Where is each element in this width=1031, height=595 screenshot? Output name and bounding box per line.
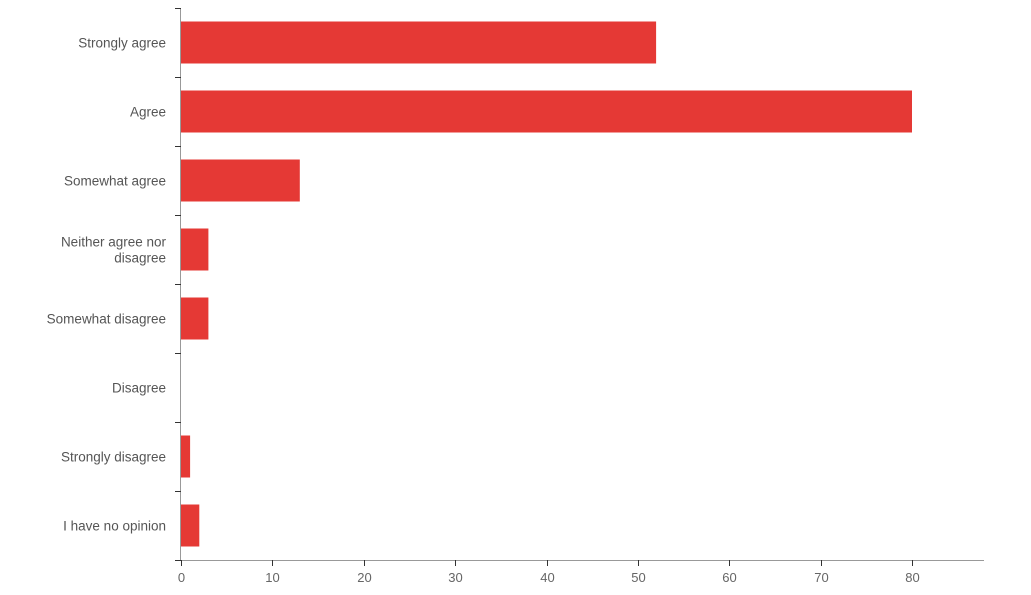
- bar-3: [181, 228, 209, 271]
- x-tick-label: 60: [722, 570, 736, 585]
- bar-7: [181, 504, 200, 547]
- category-label: Agree: [130, 105, 166, 120]
- x-tick-label: 40: [540, 570, 554, 585]
- x-tick-label: 50: [631, 570, 645, 585]
- x-tick-label: 80: [905, 570, 919, 585]
- bar-4: [181, 297, 209, 340]
- x-tick-label: 10: [265, 570, 279, 585]
- category-label: Strongly agree: [78, 36, 166, 51]
- bar-6: [181, 435, 191, 478]
- x-tick-label: 30: [448, 570, 462, 585]
- x-tick-label: 20: [357, 570, 371, 585]
- category-label: Strongly disagree: [61, 450, 166, 465]
- bar-1: [181, 90, 912, 133]
- x-tick-label: 70: [814, 570, 828, 585]
- x-tick-label: 0: [178, 570, 185, 585]
- category-label: Somewhat disagree: [47, 312, 166, 327]
- category-label: Neither agree nor disagree: [61, 235, 167, 266]
- bar-2: [181, 159, 300, 202]
- bars-layer: [181, 21, 912, 547]
- labels-layer: 0 10 20 30 40 50 60 70 80 Strongly agree Agree Some…: [47, 36, 920, 586]
- axes-layer: [175, 8, 984, 566]
- bar-0: [181, 21, 657, 64]
- category-label: Disagree: [112, 381, 166, 396]
- category-label: Somewhat agree: [64, 174, 166, 189]
- category-label: I have no opinion: [63, 519, 166, 534]
